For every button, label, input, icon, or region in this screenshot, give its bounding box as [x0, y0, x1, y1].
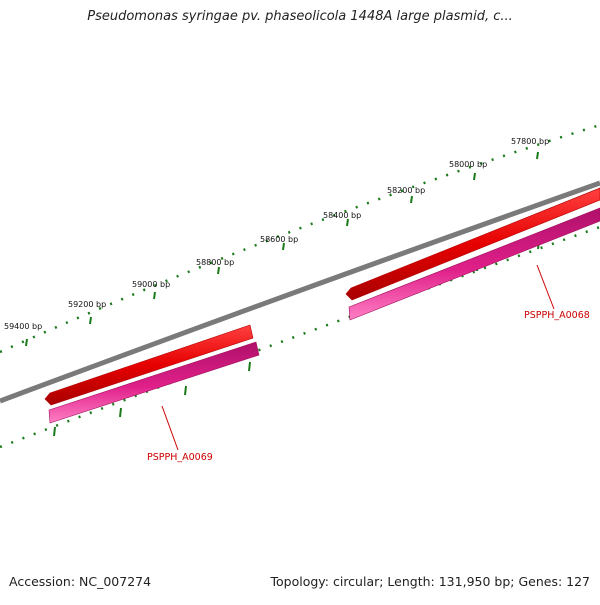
inner-major-tick [184, 385, 187, 396]
outer-major-tick [536, 151, 539, 160]
topology-summary: Topology: circular; Length: 131,950 bp; … [270, 574, 591, 589]
outer-major-tick [473, 172, 476, 181]
outer-major-tick [89, 316, 92, 325]
outer-major-tick [346, 218, 349, 227]
inner-tick-ring [0, 225, 600, 449]
gene-label-leader [161, 405, 179, 451]
gene-feature-a0068[interactable]: PSPPH_A0068 [345, 187, 600, 321]
accession-text: Accession: NC_007274 [9, 574, 152, 589]
outer-major-tick [217, 266, 220, 275]
cds-bar[interactable] [348, 207, 600, 321]
tick-label: 59400 bp [4, 322, 42, 331]
tick-label: 58200 bp [387, 186, 425, 195]
tick-label: 58000 bp [449, 160, 487, 169]
outer-major-tick [410, 195, 413, 204]
map-title: Pseudomonas syringae pv. phaseolicola 14… [87, 9, 513, 24]
tick-label: 59000 bp [132, 280, 170, 289]
gene-label[interactable]: PSPPH_A0069 [147, 452, 213, 463]
tick-label: 59200 bp [68, 300, 106, 309]
outer-major-tick [153, 291, 156, 300]
gene-label[interactable]: PSPPH_A0068 [524, 310, 590, 321]
tick-label: 58400 bp [323, 211, 361, 220]
outer-major-ticks [25, 151, 539, 347]
gene-label-leader [536, 264, 555, 310]
tick-label: 58800 bp [196, 258, 234, 267]
outer-major-tick [25, 338, 28, 347]
tick-labels: 57800 bp 58000 bp 58200 bp 58400 bp 5860… [4, 137, 549, 331]
gene-arrow[interactable] [44, 324, 254, 406]
tick-label: 58600 bp [260, 235, 298, 244]
outer-major-tick [282, 242, 285, 251]
inner-major-tick [53, 426, 56, 437]
plasmid-backbone [0, 180, 600, 404]
tick-label: 57800 bp [511, 137, 549, 146]
gene-feature-a0069[interactable]: PSPPH_A0069 [44, 324, 260, 463]
gene-arrow[interactable] [345, 187, 600, 301]
inner-major-tick [248, 361, 251, 372]
outer-tick-ring [0, 123, 600, 354]
inner-major-tick [119, 407, 122, 418]
cds-bar[interactable] [48, 341, 260, 424]
